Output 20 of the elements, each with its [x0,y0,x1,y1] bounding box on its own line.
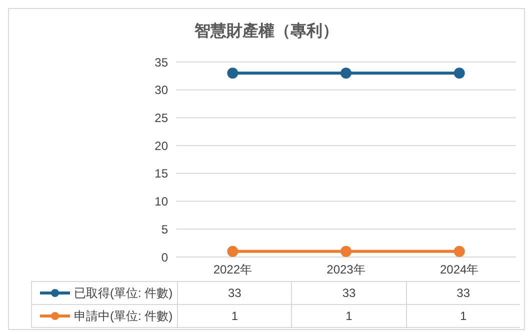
x-tick-label: 2022年 [213,262,252,277]
y-tick-label: 10 [154,194,168,209]
data-label: 33 [406,282,520,304]
data-label: 33 [291,282,406,304]
legend-label: 已取得(單位: 件數) [74,284,173,302]
y-tick-label: 30 [154,83,168,98]
y-tick-label: 25 [154,110,168,125]
data-label: 1 [177,305,292,327]
data-label: 1 [291,305,406,327]
chart-title: 智慧財產權（專利） [193,22,340,42]
y-tick-label: 35 [154,55,168,70]
x-tick-label: 2024年 [440,262,479,277]
y-tick-label: 5 [161,222,168,236]
x-tick-label: 2023年 [326,262,366,277]
data-label: 33 [177,282,292,304]
data-label: 1 [406,305,520,327]
y-tick-label: 15 [154,166,168,181]
y-tick-label: 0 [161,250,168,264]
y-tick-label: 20 [154,138,168,153]
legend-label: 申請中(單位: 件數) [74,308,173,324]
